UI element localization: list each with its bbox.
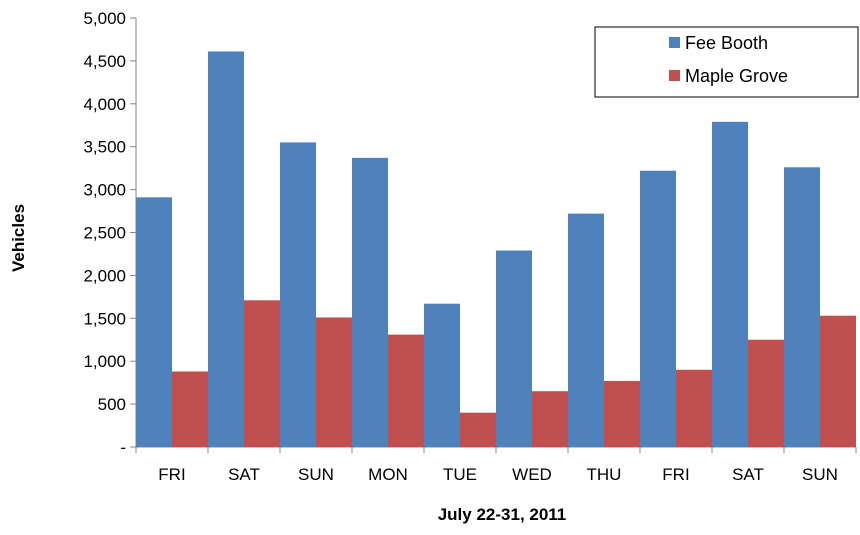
bar-fee-booth bbox=[280, 142, 316, 447]
bar-fee-booth bbox=[784, 167, 820, 448]
legend-label-fee-booth: Fee Booth bbox=[685, 33, 768, 53]
bars bbox=[136, 51, 856, 448]
x-axis-ticks: FRI SAT SUN MON TUE WED THU FRI SAT SUN bbox=[135, 447, 857, 484]
y-tick-label: 4,500 bbox=[83, 52, 126, 71]
bar-fee-booth bbox=[424, 303, 460, 447]
bar-fee-booth bbox=[640, 170, 676, 447]
bar-fee-booth bbox=[568, 213, 604, 447]
y-tick-label: - bbox=[120, 438, 126, 457]
bar-maple-grove bbox=[676, 369, 712, 447]
bar-maple-grove bbox=[460, 412, 496, 447]
bar-maple-grove bbox=[172, 371, 208, 447]
x-tick-label: THU bbox=[587, 465, 622, 484]
y-tick-label: 2,000 bbox=[83, 266, 126, 285]
y-tick-label: 5,000 bbox=[83, 9, 126, 28]
bar-fee-booth bbox=[208, 51, 244, 447]
x-tick-label: SAT bbox=[732, 465, 764, 484]
bar-maple-grove bbox=[820, 315, 856, 447]
bar-maple-grove bbox=[532, 391, 568, 447]
y-tick-label: 1,000 bbox=[83, 352, 126, 371]
x-tick-label: WED bbox=[512, 465, 552, 484]
bar-maple-grove bbox=[604, 380, 640, 447]
y-tick-label: 2,500 bbox=[83, 224, 126, 243]
bar-fee-booth bbox=[496, 250, 532, 447]
legend-swatch-fee-booth bbox=[669, 37, 680, 48]
bar-fee-booth bbox=[136, 197, 172, 447]
x-axis-title: July 22-31, 2011 bbox=[438, 505, 567, 524]
y-axis-title: Vehicles bbox=[9, 204, 28, 272]
legend: Fee Booth Maple Grove bbox=[594, 26, 859, 98]
legend-box bbox=[594, 26, 859, 98]
x-tick-label: SUN bbox=[298, 465, 334, 484]
y-tick-label: 1,500 bbox=[83, 309, 126, 328]
y-axis-ticks: - 500 1,000 1,500 2,000 2,500 3,000 3,500 4,000 4… bbox=[83, 9, 136, 457]
x-tick-label: FRI bbox=[158, 465, 185, 484]
bar-maple-grove bbox=[244, 300, 280, 447]
x-tick-label: MON bbox=[368, 465, 408, 484]
y-tick-label: 3,000 bbox=[83, 181, 126, 200]
legend-label-maple-grove: Maple Grove bbox=[685, 66, 788, 86]
bar-maple-grove bbox=[748, 339, 784, 447]
x-tick-label: SAT bbox=[228, 465, 260, 484]
bar-maple-grove bbox=[316, 317, 352, 447]
bar-fee-booth bbox=[712, 121, 748, 448]
y-tick-label: 3,500 bbox=[83, 138, 126, 157]
x-tick-label: TUE bbox=[443, 465, 477, 484]
bar-fee-booth bbox=[352, 157, 388, 447]
legend-swatch-maple-grove bbox=[669, 70, 680, 81]
y-tick-label: 4,000 bbox=[83, 95, 126, 114]
x-tick-label: SUN bbox=[802, 465, 838, 484]
y-tick-label: 500 bbox=[98, 395, 126, 414]
bar-maple-grove bbox=[388, 334, 424, 447]
x-tick-label: FRI bbox=[662, 465, 689, 484]
